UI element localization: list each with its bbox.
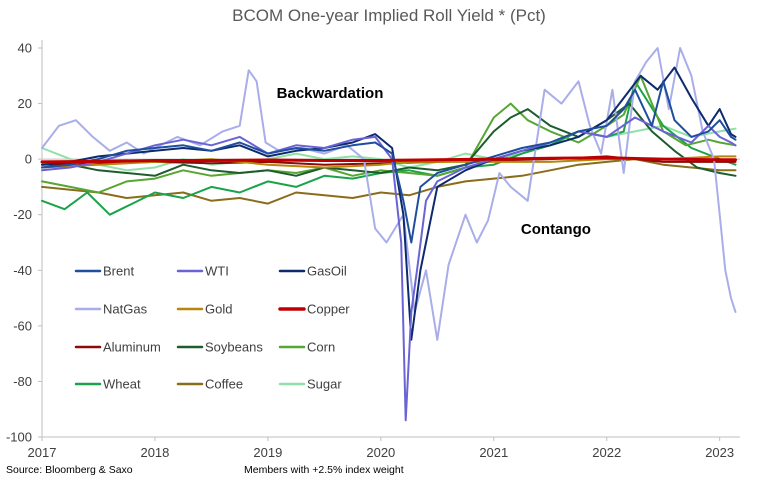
y-tick-label: -100 (6, 430, 32, 445)
series-line-brent (41, 80, 737, 244)
legend-label-coffee: Coffee (205, 377, 243, 392)
annotation-contango: Contango (521, 221, 591, 238)
x-tick-label: 2022 (592, 445, 621, 460)
x-tick-label: 2023 (705, 445, 734, 460)
series-line-gasoil (41, 66, 737, 341)
series-lines (40, 47, 737, 422)
legend-label-gasoil: GasOil (307, 264, 347, 279)
footer-note: Members with +2.5% index weight (244, 464, 404, 476)
series-line-wti (41, 116, 737, 422)
chart-title: BCOM One-year Implied Roll Yield * (Pct) (232, 6, 546, 25)
legend-label-brent: Brent (103, 264, 134, 279)
legend-label-soybeans: Soybeans (205, 340, 263, 355)
legend-label-aluminum: Aluminum (103, 340, 161, 355)
y-tick-label: -80 (13, 374, 32, 389)
legend: Brent WTI GasOil NatGas Gold Copper Aluminum So… (74, 264, 350, 392)
legend-label-sugar: Sugar (307, 377, 342, 392)
legend-label-wti: WTI (205, 264, 229, 279)
y-tick-label: -60 (13, 318, 32, 333)
series-line-copper (40, 156, 737, 164)
legend-label-natgas: NatGas (103, 302, 148, 317)
legend-label-gold: Gold (205, 302, 232, 317)
x-tick-label: 2017 (28, 445, 57, 460)
y-tick-label: 40 (18, 41, 32, 56)
legend-label-corn: Corn (307, 340, 335, 355)
series-line-corn (41, 74, 737, 194)
x-tick-label: 2018 (140, 445, 169, 460)
legend-label-copper: Copper (307, 302, 350, 317)
footer-source: Source: Bloomberg & Saxo (6, 464, 133, 476)
annotation-backwardation: Backwardation (277, 85, 384, 102)
series-line-soybeans (41, 102, 737, 177)
y-tick-label: 0 (25, 152, 32, 167)
legend-label-wheat: Wheat (103, 377, 141, 392)
y-tick-label: -20 (13, 207, 32, 222)
x-tick-label: 2021 (479, 445, 508, 460)
x-tick-label: 2019 (253, 445, 282, 460)
y-tick-label: 20 (18, 96, 32, 111)
x-tick-label: 2020 (366, 445, 395, 460)
y-tick-label: -40 (13, 263, 32, 278)
